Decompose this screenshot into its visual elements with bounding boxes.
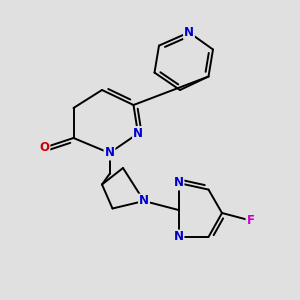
Text: N: N	[184, 26, 194, 39]
Text: N: N	[104, 146, 115, 160]
Text: N: N	[173, 176, 184, 190]
Text: F: F	[247, 214, 254, 227]
Text: N: N	[133, 127, 143, 140]
Text: O: O	[39, 141, 50, 154]
Text: N: N	[139, 194, 149, 208]
Text: N: N	[173, 230, 184, 244]
